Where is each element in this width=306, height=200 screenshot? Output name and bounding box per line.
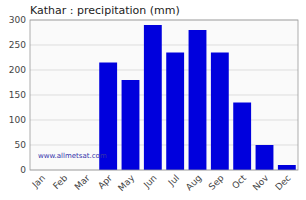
- plot-background: [30, 20, 298, 170]
- x-tick-label: May: [116, 172, 137, 193]
- y-tick-label: 150: [9, 90, 26, 100]
- x-tick-label: Jan: [30, 173, 48, 191]
- bar: [144, 25, 162, 170]
- bar: [256, 145, 274, 170]
- plot-frame: [30, 20, 298, 170]
- grid-line: [30, 45, 298, 46]
- grid-line: [30, 70, 298, 71]
- bar: [278, 165, 296, 170]
- y-tick-label: 50: [15, 140, 27, 150]
- y-tick-label: 0: [20, 165, 26, 175]
- bar: [189, 30, 207, 170]
- bar: [211, 53, 229, 171]
- bars: [99, 25, 296, 170]
- x-tick-label: Sep: [207, 173, 226, 192]
- x-tick-label: Feb: [51, 173, 70, 192]
- grid-line: [30, 120, 298, 121]
- watermark: www.allmetsat.com: [38, 152, 107, 160]
- bar: [233, 103, 251, 171]
- y-tick-label: 300: [9, 15, 26, 25]
- x-tick-label: Aug: [184, 173, 204, 193]
- x-tick-label: Dec: [273, 173, 292, 192]
- y-tick-label: 250: [9, 40, 26, 50]
- x-tick-label: Oct: [230, 173, 248, 191]
- x-tick-label: Jun: [141, 173, 159, 191]
- y-tick-label: 200: [9, 65, 26, 75]
- bar: [122, 80, 140, 170]
- chart: 0 50 100 150 200 250 300 JanFebMarAprMayJun JulA…: [0, 0, 306, 200]
- x-tick-label: Mar: [73, 173, 92, 192]
- bar: [166, 53, 184, 171]
- grid-line: [30, 95, 298, 96]
- x-tick-label: Nov: [251, 172, 271, 192]
- x-tick-label: Apr: [96, 173, 114, 191]
- y-tick-label: 100: [9, 115, 26, 125]
- title: Kathar : precipitation (mm): [30, 4, 180, 17]
- x-tick-label: Jul: [166, 173, 181, 188]
